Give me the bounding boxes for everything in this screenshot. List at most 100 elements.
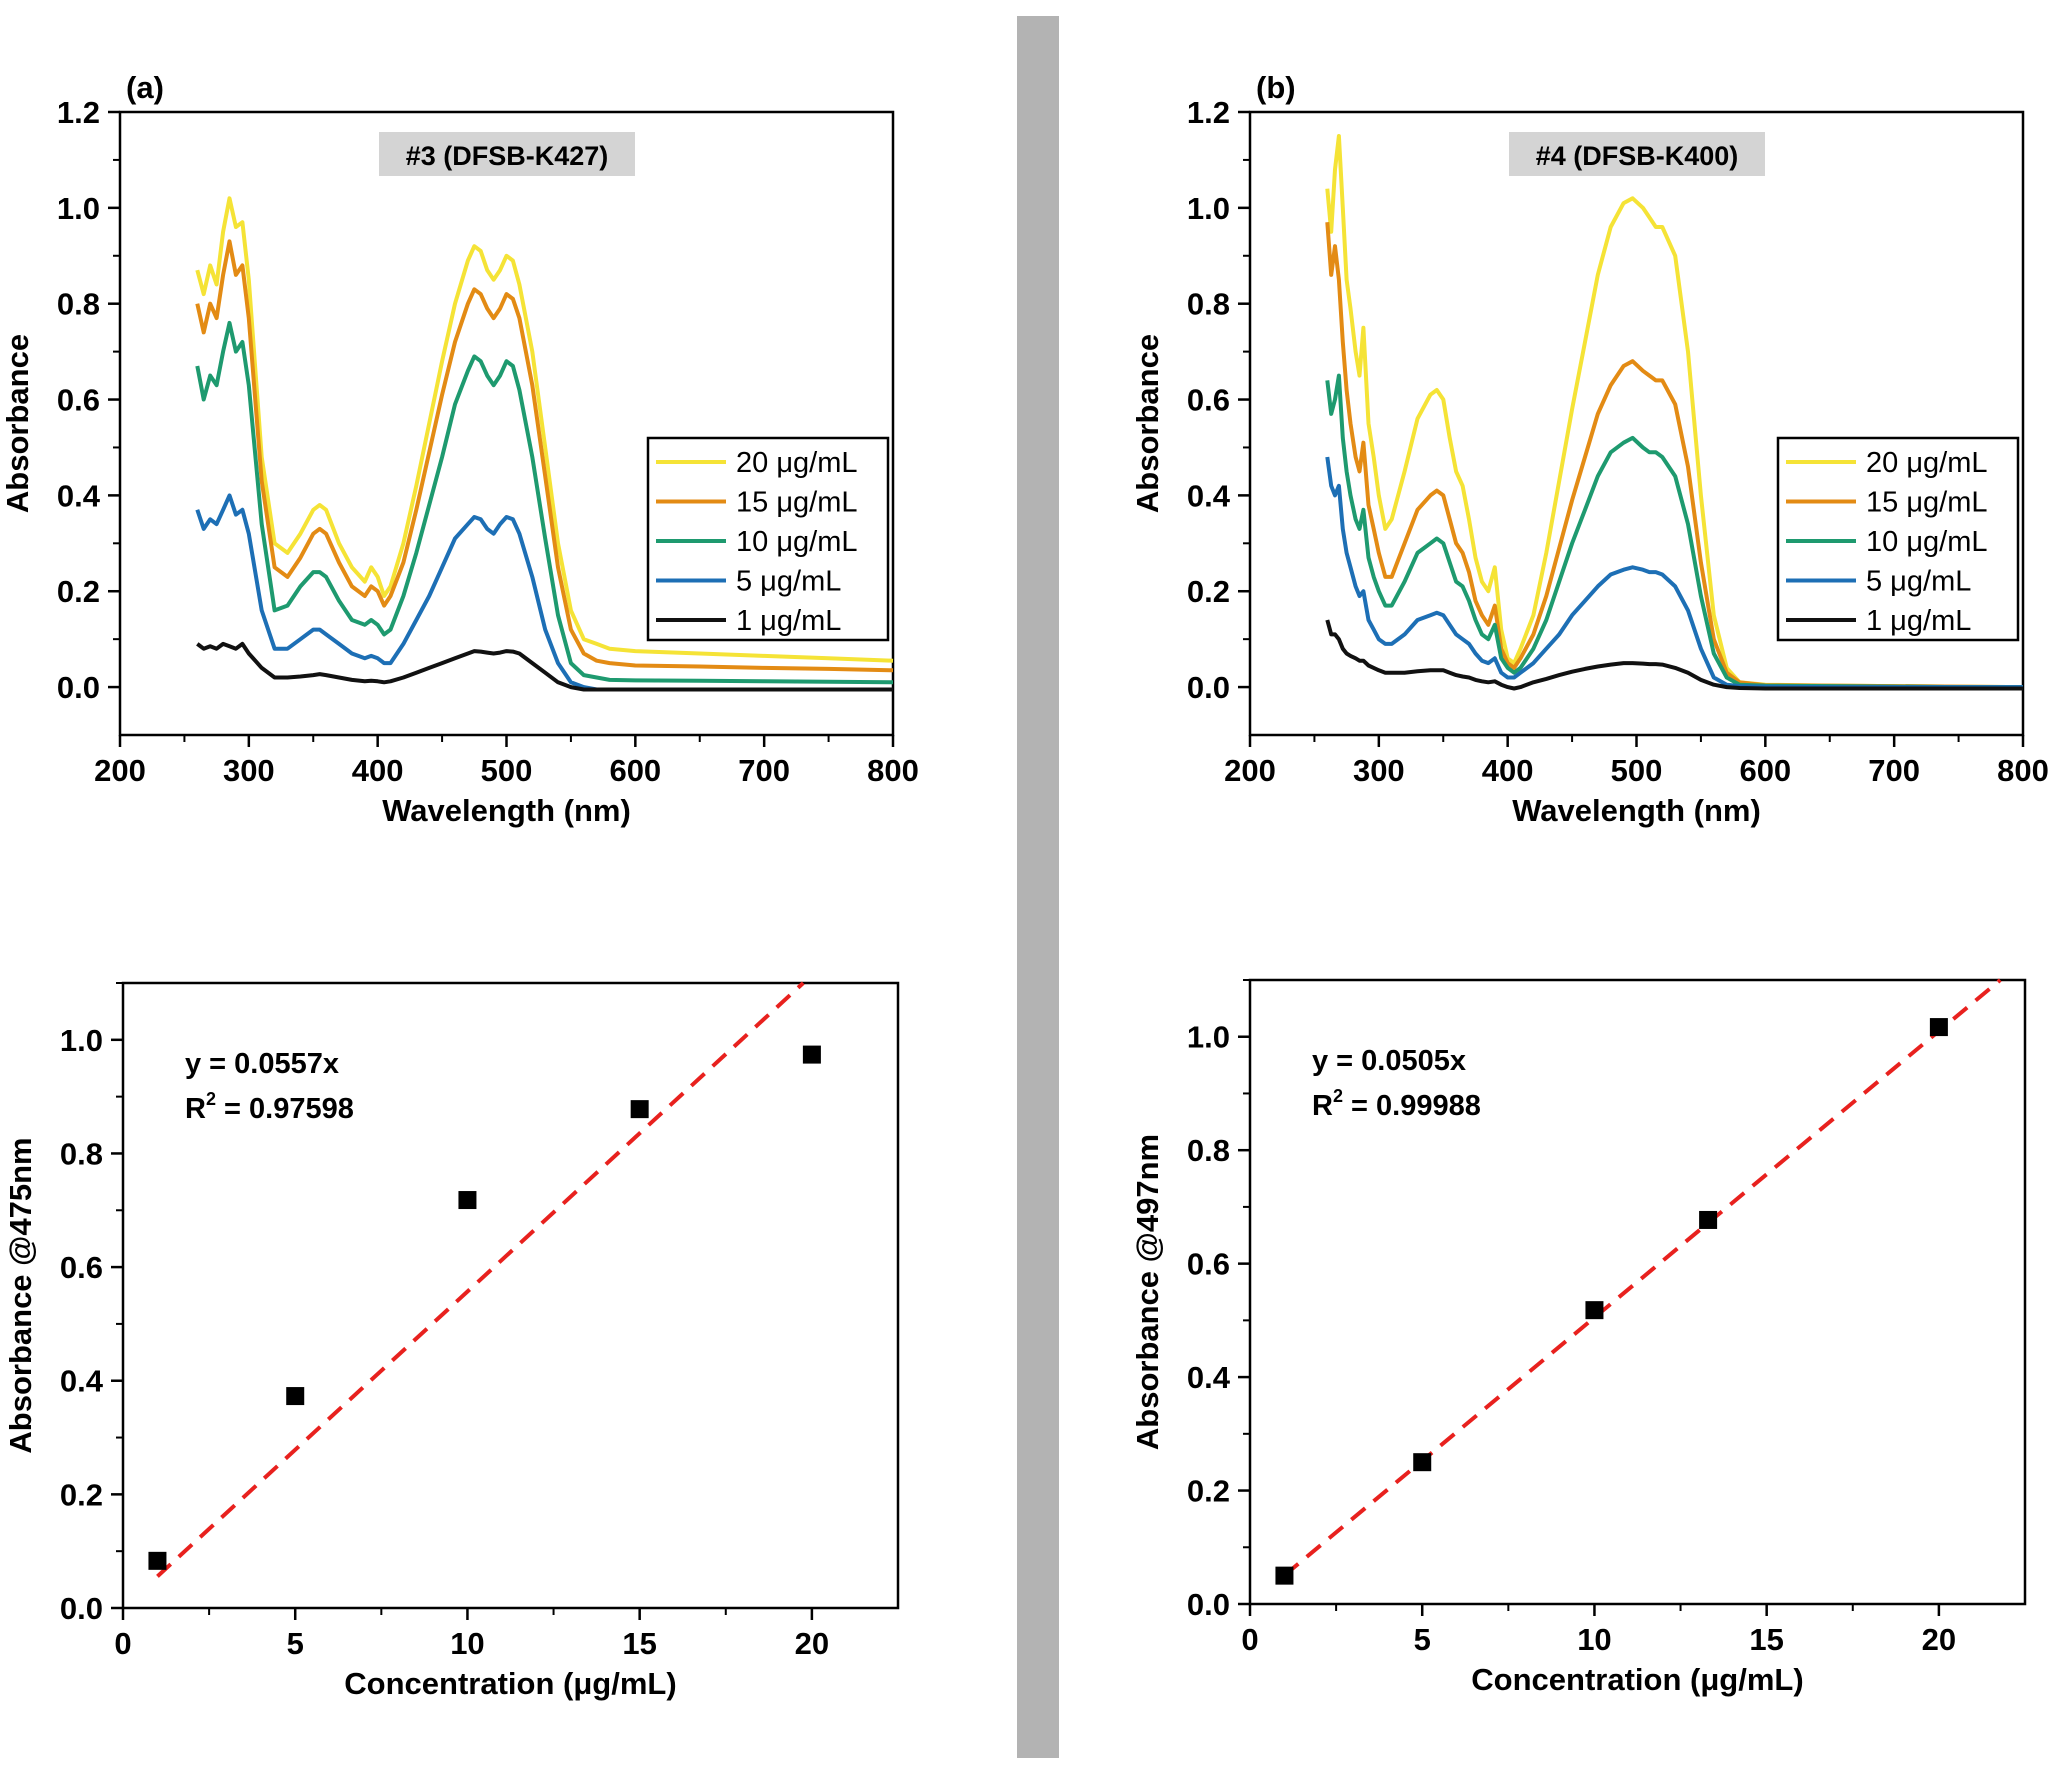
x-tick-label: 5	[1414, 1622, 1431, 1657]
legend-label: 15 μg/mL	[736, 487, 858, 519]
y-tick-label: 0.4	[1187, 1360, 1231, 1395]
y-tick-label: 0.2	[60, 1477, 103, 1512]
series-line-10ugml	[1325, 373, 2023, 690]
plot-frame	[118, 110, 895, 737]
x-tick-label: 200	[1224, 753, 1276, 788]
x-tick-label: 300	[1353, 753, 1405, 788]
x-tick-label: 0	[114, 1626, 131, 1661]
fit-equation: y = 0.0505x	[1312, 1045, 1466, 1077]
data-point	[1699, 1210, 1718, 1229]
y-tick-label: 1.2	[57, 95, 100, 130]
series-line-20ugml	[195, 196, 894, 663]
y-axis-label: Absorbance @497nm	[1130, 1134, 1165, 1450]
y-tick-label: 0.4	[60, 1364, 104, 1399]
x-tick-label: 700	[738, 753, 790, 788]
y-tick-label: 0.6	[60, 1250, 103, 1285]
data-point	[630, 1100, 649, 1119]
series-line-10ugml	[195, 320, 894, 685]
y-axis-label: Absorbance	[1130, 334, 1165, 513]
series-line-15ugml	[1325, 222, 2024, 690]
y-tick-label: 0.2	[1187, 574, 1230, 609]
y-tick-label: 0.0	[1187, 1587, 1230, 1622]
legend-label: 1 μg/mL	[736, 605, 841, 637]
x-axis-label: Wavelength (nm)	[1512, 793, 1761, 828]
y-tick-label: 0.0	[57, 670, 100, 705]
series-line-5ugml	[1325, 456, 2023, 690]
legend-label: 1 μg/mL	[1866, 605, 1971, 637]
data-point	[1413, 1453, 1432, 1472]
x-tick-label: 15	[622, 1626, 656, 1661]
series-line-20ugml	[1325, 134, 2024, 690]
y-tick-label: 0.6	[1187, 1247, 1230, 1282]
r-squared-annotation: R2 = 0.99988	[1312, 1086, 1481, 1122]
y-tick-label: 1.0	[57, 191, 100, 226]
x-tick-label: 20	[795, 1626, 829, 1661]
fit-equation: y = 0.0557x	[185, 1048, 339, 1080]
x-tick-label: 0	[1241, 1622, 1258, 1657]
x-tick-label: 600	[1739, 753, 1791, 788]
x-tick-label: 300	[223, 753, 275, 788]
legend-label: 15 μg/mL	[1866, 487, 1988, 519]
x-tick-label: 400	[1482, 753, 1534, 788]
y-tick-label: 0.2	[1187, 1474, 1230, 1509]
plot-frame	[1248, 978, 2027, 1606]
x-tick-label: 20	[1922, 1622, 1956, 1657]
x-tick-label: 10	[1577, 1622, 1611, 1657]
y-axis-label: Absorbance	[0, 334, 35, 513]
y-tick-label: 0.6	[1187, 383, 1230, 418]
y-tick-label: 0.8	[1187, 287, 1230, 322]
y-tick-label: 1.2	[1187, 95, 1230, 130]
legend-label: 10 μg/mL	[736, 526, 858, 558]
y-tick-label: 1.0	[60, 1023, 103, 1058]
y-tick-label: 0.4	[1187, 478, 1231, 513]
sample-label-box	[379, 132, 635, 176]
legend-label: 5 μg/mL	[736, 566, 841, 598]
data-point	[1585, 1301, 1604, 1320]
y-tick-label: 1.0	[1187, 1020, 1230, 1055]
legend-label: 20 μg/mL	[736, 447, 858, 479]
r-squared-annotation: R2 = 0.97598	[185, 1089, 354, 1125]
x-tick-label: 700	[1868, 753, 1920, 788]
y-tick-label: 0.0	[1187, 670, 1230, 705]
data-point	[148, 1551, 167, 1570]
x-axis-label: Concentration (μg/mL)	[344, 1666, 676, 1701]
spectrum-chart-b: 200 300 400 500 600 700 800 0.0 0.2 0.4 0.6 0.8 1.0 1…	[1130, 70, 2049, 828]
x-tick-label: 5	[287, 1626, 304, 1661]
sample-label: #4 (DFSB-K400)	[1536, 141, 1739, 171]
sample-label: #3 (DFSB-K427)	[406, 141, 609, 171]
y-tick-label: 0.8	[1187, 1133, 1230, 1168]
panel-label: (b)	[1256, 70, 1296, 105]
plot-frame	[121, 981, 900, 1610]
y-tick-label: 0.8	[57, 287, 100, 322]
data-point	[1929, 1018, 1948, 1037]
series-line-1ugml	[196, 641, 893, 692]
y-tick-label: 0.6	[57, 383, 100, 418]
panel-label: (a)	[126, 70, 164, 105]
plot-frame	[1248, 110, 2025, 737]
series-line-5ugml	[195, 493, 893, 692]
spectrum-chart-a: 200 300 400 500 600 700 800 0.0 0.2 0.4 0.6 0.8 1.0 1…	[0, 70, 919, 828]
x-tick-label: 400	[352, 753, 404, 788]
y-tick-label: 1.0	[1187, 191, 1230, 226]
x-tick-label: 800	[1997, 753, 2049, 788]
x-axis-label: Wavelength (nm)	[382, 793, 631, 828]
y-tick-label: 0.2	[57, 574, 100, 609]
calibration-chart-b: 0 5 10 15 20 0.0 0.2 0.4 0.6 0.8 1.0 Concentration …	[1130, 978, 2027, 1697]
x-tick-label: 800	[867, 753, 919, 788]
data-point	[802, 1045, 821, 1064]
legend-label: 10 μg/mL	[1866, 526, 1988, 558]
legend-label: 20 μg/mL	[1866, 447, 1988, 479]
fit-line	[1283, 978, 2002, 1577]
sample-label-box	[1509, 132, 1765, 176]
x-tick-label: 15	[1749, 1622, 1783, 1657]
data-point	[458, 1191, 477, 1210]
panel-divider	[1017, 16, 1059, 1758]
data-point	[1275, 1566, 1294, 1585]
legend-label: 5 μg/mL	[1866, 566, 1971, 598]
x-tick-label: 200	[94, 753, 146, 788]
calibration-chart-a: 0 5 10 15 20 0.0 0.2 0.4 0.6 0.8 1.0 Concentration …	[3, 981, 900, 1701]
x-tick-label: 10	[450, 1626, 484, 1661]
y-tick-label: 0.4	[57, 478, 101, 513]
x-tick-label: 500	[1611, 753, 1663, 788]
